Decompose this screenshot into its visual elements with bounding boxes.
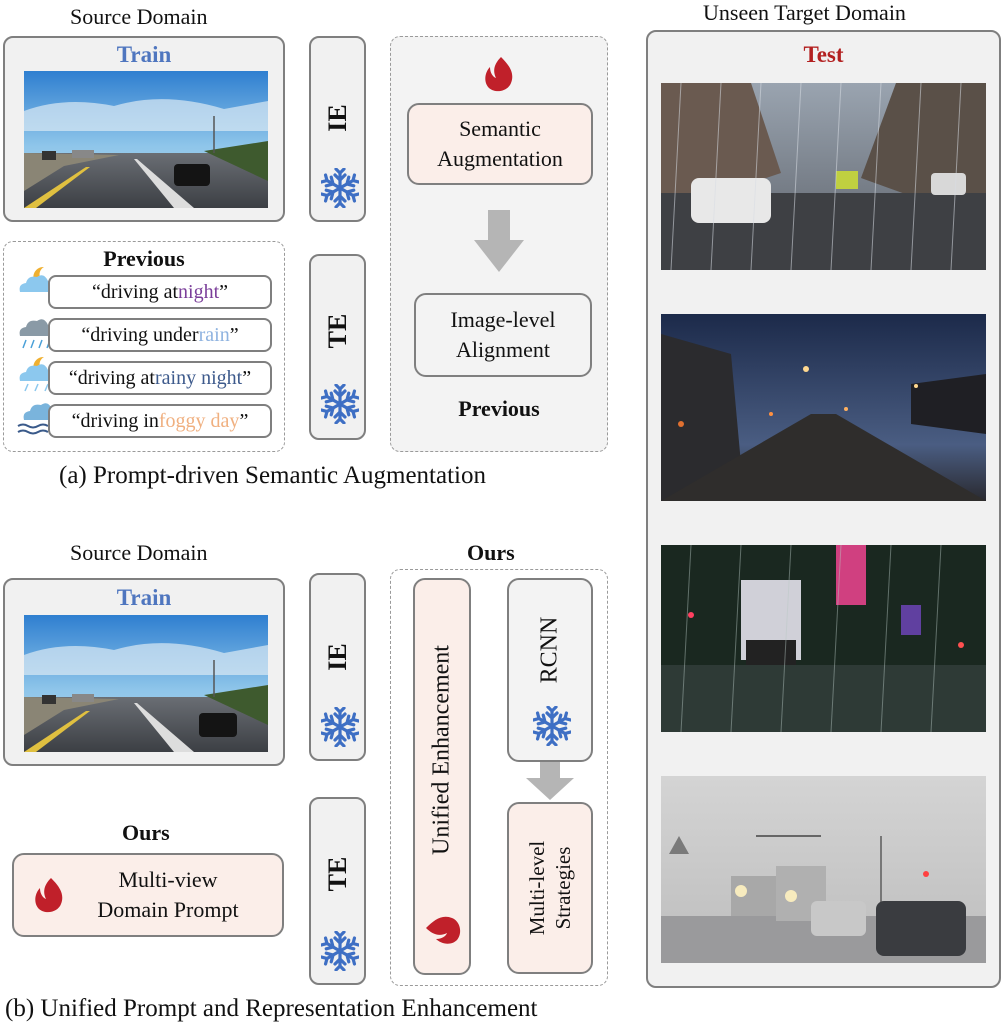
prompt-rain: “driving under rain”: [48, 318, 272, 352]
text-encoder-frozen-b: TE: [309, 797, 366, 985]
source-domain-panel: Train: [3, 36, 285, 222]
source-domain-heading: Source Domain: [70, 4, 208, 29]
prompt-suffix: ”: [219, 280, 229, 303]
image-encoder-frozen: IE: [309, 36, 366, 222]
previous-heading: Previous: [103, 246, 185, 271]
snowflake-icon: [321, 707, 359, 747]
image-align-line2: Alignment: [455, 337, 551, 362]
source-road-image: [24, 615, 268, 752]
unified-enhancement-label: Unified Enhancement: [428, 645, 455, 855]
ours-method-panel: [390, 569, 608, 986]
ie-label: IE: [322, 104, 352, 132]
semantic-aug-line1: Semantic: [459, 116, 541, 141]
te-label: TE: [322, 856, 352, 892]
unified-enhancement-box: Unified Enhancement: [413, 578, 471, 975]
source-domain-heading-b: Source Domain: [70, 540, 208, 565]
target-image-rainy-night: [661, 545, 986, 732]
te-label: TE: [322, 313, 352, 349]
prompt-night: “driving at night”: [48, 275, 272, 309]
prompt-keyword: rainy night: [154, 366, 243, 389]
prompt-prefix: “driving under: [81, 323, 199, 346]
rcnn-label: RCNN: [536, 616, 563, 684]
prompt-foggy-day: “driving in foggy day”: [48, 404, 272, 438]
ours-heading-left: Ours: [122, 820, 170, 845]
semantic-augmentation-box: Semantic Augmentation: [407, 103, 593, 185]
previous-prompts-panel: Previous: [3, 241, 285, 452]
prompt-suffix: ”: [242, 366, 252, 389]
text-encoder-frozen: TE: [309, 254, 366, 440]
multiview-line2: Domain Prompt: [97, 897, 239, 922]
prompt-keyword: rain: [198, 323, 230, 346]
multiview-line1: Multi-view: [118, 867, 218, 892]
image-encoder-frozen-b: IE: [309, 573, 366, 761]
source-domain-panel-b: Train: [3, 578, 285, 766]
snowflake-icon: [321, 931, 359, 971]
prompt-prefix: “driving in: [71, 409, 159, 432]
weather-icon-rainy-night: [19, 356, 55, 392]
multi-level-strategies-box: Multi-level Strategies: [507, 802, 593, 974]
target-image-fog: [661, 776, 986, 963]
prompt-prefix: “driving at: [91, 280, 179, 303]
flame-icon: [485, 57, 513, 92]
multilevel-line1: Multi-level: [525, 840, 549, 936]
down-arrow-icon: [474, 210, 524, 272]
caption-b: (b) Unified Prompt and Representation En…: [5, 995, 538, 1022]
snowflake-icon: [321, 384, 359, 424]
prompt-keyword: foggy day: [158, 409, 240, 432]
flame-icon: [35, 878, 63, 913]
prompt-suffix: ”: [229, 323, 239, 346]
ours-heading-right: Ours: [467, 540, 515, 565]
image-level-alignment-box: Image-level Alignment: [414, 293, 592, 377]
weather-icon-rain: [19, 319, 55, 349]
semantic-aug-line2: Augmentation: [437, 146, 563, 171]
caption-a: (a) Prompt-driven Semantic Augmentation: [59, 462, 486, 489]
prompt-prefix: “driving at: [68, 366, 155, 389]
prompt-rainy-night: “driving at rainy night”: [48, 361, 272, 395]
snowflake-icon: [533, 706, 571, 746]
source-road-image: [24, 71, 268, 208]
target-image-rain: [661, 83, 986, 270]
train-label: Train: [116, 42, 172, 67]
unseen-target-domain-heading: Unseen Target Domain: [703, 0, 906, 25]
snowflake-icon: [321, 168, 359, 208]
test-label: Test: [803, 42, 844, 67]
ie-label: IE: [322, 643, 352, 671]
flame-icon: [426, 916, 461, 944]
prompt-keyword: night: [178, 280, 220, 303]
multilevel-line2: Strategies: [551, 846, 575, 930]
image-align-line1: Image-level: [450, 307, 556, 332]
multi-view-domain-prompt-box: Multi-view Domain Prompt: [12, 853, 284, 937]
prompt-suffix: ”: [239, 409, 249, 432]
train-label: Train: [116, 585, 172, 610]
previous-label: Previous: [458, 396, 540, 421]
rcnn-frozen-box: RCNN: [507, 578, 593, 762]
down-arrow-icon: [526, 762, 574, 800]
target-image-night: [661, 314, 986, 501]
weather-icon-night: [19, 266, 55, 292]
multi-level-strategies-label: Multi-level Strategies: [524, 841, 576, 935]
